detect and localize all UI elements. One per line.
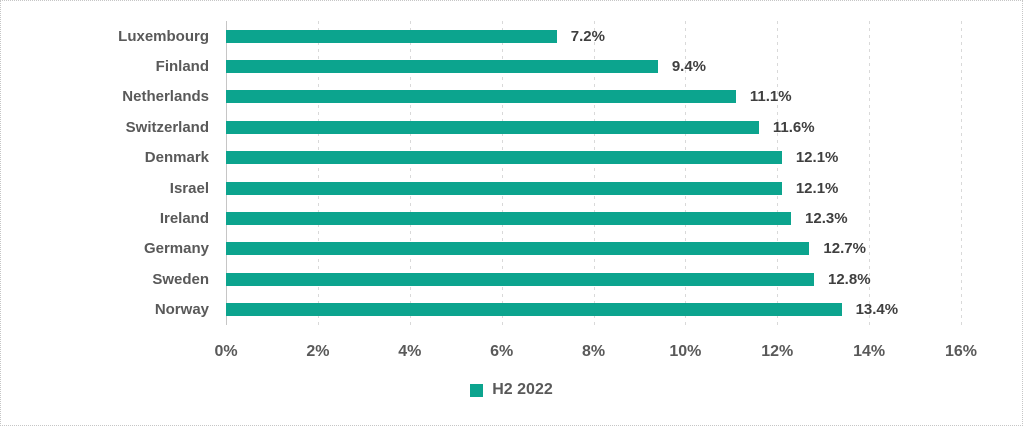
y-axis-line <box>226 21 227 325</box>
x-tick-label: 10% <box>669 343 702 360</box>
bar-row: Switzerland 11.6% <box>126 112 961 142</box>
bar <box>226 60 658 74</box>
bar-row: Luxembourg 7.2% <box>118 21 961 51</box>
x-tick-label: 14% <box>853 343 886 360</box>
bar-row: Ireland 12.3% <box>160 203 961 233</box>
bar <box>226 29 557 43</box>
bar-row: Israel 12.1% <box>170 173 961 203</box>
bar <box>226 272 814 286</box>
bar <box>226 90 736 104</box>
value-label: 12.1% <box>795 149 839 167</box>
value-label: 12.8% <box>828 270 871 288</box>
bar <box>226 242 810 256</box>
category-label: Luxembourg <box>118 27 209 45</box>
gridline <box>409 21 411 325</box>
value-label: 12.3% <box>805 210 848 228</box>
category-label: Finland <box>155 58 209 76</box>
category-label: Germany <box>143 240 209 258</box>
bar-row: Denmark 12.1% <box>145 143 961 173</box>
x-tick-label: 6% <box>490 343 514 360</box>
category-label: Netherlands <box>122 88 209 106</box>
gridline <box>685 21 687 325</box>
value-label: 9.4% <box>671 58 707 76</box>
x-tick-label: 16% <box>944 343 978 360</box>
bar <box>226 120 759 134</box>
bar-row: Netherlands 11.1% <box>122 82 961 112</box>
category-label: Switzerland <box>125 118 209 136</box>
x-tick-label: 2% <box>306 343 330 360</box>
gridline <box>501 21 503 325</box>
bar <box>226 303 842 317</box>
legend: H2 2022 <box>1 381 1022 399</box>
bar <box>226 151 782 165</box>
gridline <box>961 21 962 325</box>
value-label: 11.1% <box>749 88 792 106</box>
category-label: Israel <box>169 179 209 197</box>
value-label: 7.2% <box>570 27 605 45</box>
x-tick-label: 0% <box>214 343 238 360</box>
bar-row: Norway 13.4% <box>155 295 961 325</box>
x-tick-label: 12% <box>761 343 794 360</box>
category-label: Sweden <box>152 270 209 288</box>
bar-row: Finland 9.4% <box>156 51 961 81</box>
gridline <box>317 21 319 325</box>
bar <box>226 181 782 195</box>
legend-swatch-icon <box>470 383 484 397</box>
legend-label: H2 2022 <box>492 381 553 398</box>
x-tick-label: 8% <box>581 343 606 360</box>
gridline <box>869 21 871 325</box>
category-label: Norway <box>154 301 209 319</box>
category-label: Ireland <box>159 210 209 228</box>
bar-row: Sweden 12.8% <box>152 264 961 294</box>
value-label: 13.4% <box>855 301 899 319</box>
gridline <box>593 21 595 325</box>
value-label: 12.1% <box>795 179 839 197</box>
value-label: 12.7% <box>823 240 866 258</box>
value-label: 11.6% <box>772 118 815 136</box>
category-label: Denmark <box>144 149 209 167</box>
bar <box>226 212 792 226</box>
gridline <box>777 21 779 325</box>
plot-area: Luxembourg 7.2% Finland 9.4% Netherlands 11.1… <box>118 21 977 360</box>
x-tick-label: 4% <box>398 343 422 360</box>
bar-row: Germany 12.7% <box>144 234 961 264</box>
